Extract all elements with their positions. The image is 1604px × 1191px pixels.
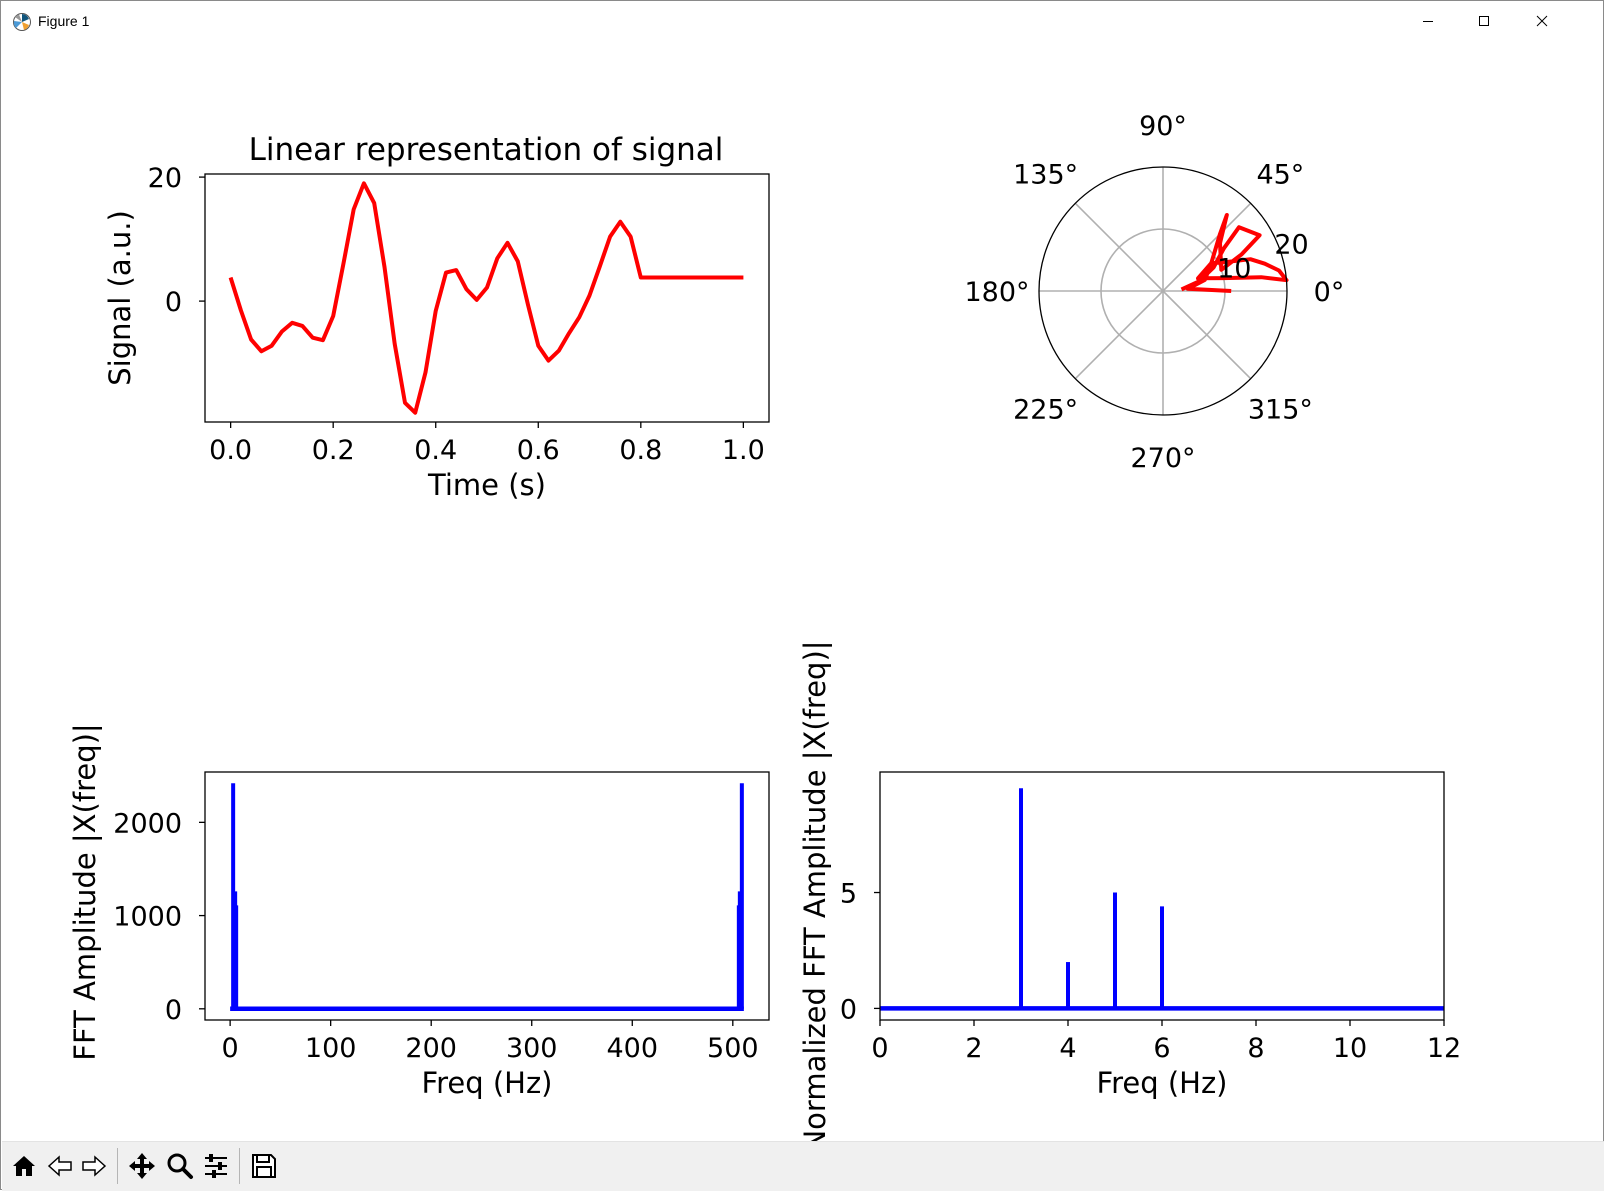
- x-axis-ticks: 0 2 4 6 8 10 12: [871, 1020, 1461, 1064]
- arrow-right-icon: [82, 1155, 107, 1177]
- x-tick-label: 0.6: [517, 435, 560, 466]
- x-tick-label: 8: [1247, 1033, 1264, 1064]
- x-tick-label: 0: [222, 1033, 239, 1064]
- forward-button[interactable]: [78, 1150, 110, 1182]
- theta-tick-label: 270°: [1130, 443, 1195, 474]
- fft-axes: 0 100 200 300 400 500 0 1000 2000 Freq (Hz) FFT…: [68, 723, 770, 1100]
- x-tick-label: 200: [405, 1033, 457, 1064]
- navigation-toolbar: [2, 1141, 1604, 1191]
- x-axis-ticks: 0.0 0.2 0.4 0.6 0.8 1.0: [209, 422, 765, 466]
- y-axis-ticks: 0 20: [148, 163, 205, 318]
- x-tick-label: 0.0: [209, 435, 252, 466]
- x-tick-label: 300: [506, 1033, 558, 1064]
- signal-line: [228, 181, 744, 415]
- y-axis-ticks: 05: [840, 879, 880, 1025]
- y-tick-label: 0: [165, 287, 182, 318]
- save-button[interactable]: [248, 1150, 280, 1182]
- zoom-button[interactable]: [164, 1150, 196, 1182]
- maximize-icon: [1479, 16, 1489, 26]
- polar-signal-line: [1180, 213, 1289, 293]
- pan-button[interactable]: [126, 1150, 158, 1182]
- x-tick-label: 0: [871, 1033, 888, 1064]
- floppy-icon: [252, 1154, 276, 1178]
- theta-tick-label: 180°: [964, 277, 1029, 308]
- x-tick-label: 6: [1153, 1033, 1170, 1064]
- radial-tick-label: 10: [1217, 253, 1251, 284]
- y-tick-label: 0: [165, 995, 182, 1026]
- maximize-button[interactable]: [1461, 7, 1507, 35]
- polar-grid: [1039, 167, 1287, 415]
- theta-tick-label: 315°: [1248, 394, 1313, 425]
- radial-tick-label: 20: [1274, 230, 1308, 261]
- home-button[interactable]: [8, 1150, 40, 1182]
- y-tick-label: 2000: [113, 808, 182, 839]
- y-tick-label: 5: [840, 879, 857, 910]
- magnifier-icon: [167, 1153, 193, 1179]
- x-tick-label: 100: [305, 1033, 357, 1064]
- y-tick-label: 20: [148, 163, 182, 194]
- x-tick-label: 500: [707, 1033, 759, 1064]
- y-axis-label: Signal (a.u.): [103, 210, 137, 386]
- normalized-fft-stems: [880, 788, 1444, 1011]
- signal-axes: Linear representation of signal 0.0 0.2 0.…: [103, 132, 770, 502]
- close-button[interactable]: [1519, 7, 1565, 35]
- y-axis-label: FFT Amplitude |X(freq)|: [68, 723, 102, 1060]
- polar-axes: 0° 45° 90° 135° 180° 225° 270° 315° 10 20: [964, 111, 1344, 474]
- x-axis-label: Time (s): [427, 468, 546, 502]
- arrow-left-icon: [47, 1155, 72, 1177]
- minimize-icon: [1423, 21, 1433, 22]
- home-icon: [13, 1156, 35, 1176]
- theta-ticks: 0° 45° 90° 135° 180° 225° 270° 315°: [964, 111, 1344, 474]
- figure-canvas[interactable]: Linear representation of signal 0.0 0.2 0.…: [2, 41, 1604, 1141]
- configure-subplots-button[interactable]: [200, 1150, 232, 1182]
- normalized-fft-axes: 0 2 4 6 8 10 12 05 Freq (Hz) Normalized FFT Am…: [798, 640, 1461, 1141]
- x-tick-label: 2: [965, 1033, 982, 1064]
- y-axis-ticks: 0 1000 2000: [113, 808, 205, 1026]
- x-tick-label: 12: [1427, 1033, 1461, 1064]
- x-axis-label: Freq (Hz): [1097, 1066, 1228, 1100]
- theta-tick-label: 225°: [1013, 394, 1078, 425]
- theta-tick-label: 45°: [1256, 160, 1304, 191]
- move-icon: [129, 1153, 155, 1179]
- x-tick-label: 0.4: [414, 435, 457, 466]
- window-title: Figure 1: [38, 13, 90, 29]
- x-tick-label: 4: [1059, 1033, 1076, 1064]
- fft-stems: [230, 783, 744, 1012]
- theta-tick-label: 0°: [1314, 277, 1345, 308]
- x-axis-label: Freq (Hz): [422, 1066, 553, 1100]
- theta-tick-label: 135°: [1013, 160, 1078, 191]
- sliders-icon: [205, 1154, 227, 1178]
- polar-outer-circle: [1038, 166, 1288, 416]
- y-tick-label: 1000: [113, 902, 182, 933]
- y-tick-label: 0: [840, 994, 857, 1025]
- x-axis-ticks: 0 100 200 300 400 500: [222, 1020, 759, 1064]
- close-icon: [1536, 15, 1548, 27]
- toolbar-separator: [239, 1148, 240, 1184]
- x-tick-label: 10: [1333, 1033, 1367, 1064]
- y-axis-label: Normalized FFT Amplitude |X(freq)|: [798, 640, 832, 1141]
- x-tick-label: 1.0: [722, 435, 765, 466]
- title-bar[interactable]: Figure 1: [1, 1, 1603, 41]
- x-tick-label: 0.2: [312, 435, 355, 466]
- chart-title: Linear representation of signal: [249, 132, 724, 168]
- matplotlib-logo-icon: [13, 13, 31, 31]
- toolbar-separator: [117, 1148, 118, 1184]
- fft-plot-frame: [204, 771, 770, 1021]
- x-tick-label: 400: [606, 1033, 658, 1064]
- theta-tick-label: 90°: [1139, 111, 1187, 142]
- signal-plot-frame: [204, 173, 770, 423]
- back-button[interactable]: [44, 1150, 76, 1182]
- minimize-button[interactable]: [1405, 7, 1451, 35]
- x-tick-label: 0.8: [619, 435, 662, 466]
- radial-ticks: 10 20: [1217, 230, 1309, 285]
